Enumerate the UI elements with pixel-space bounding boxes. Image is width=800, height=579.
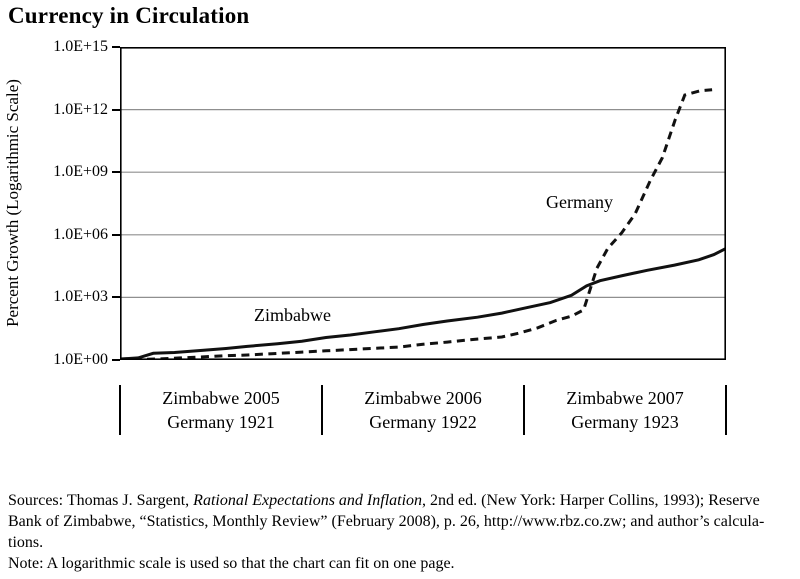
y-tick-label: 1.0E+00: [53, 351, 108, 368]
y-tick-mark: [112, 296, 120, 299]
series-line-germany: [120, 88, 713, 360]
y-tick-label: 1.0E+15: [53, 38, 108, 55]
book-title-italic: Rational Expectations and Inflation: [193, 492, 423, 509]
series-line-zimbabwe: [120, 247, 726, 360]
x-group-label: Zimbabwe 2007 Germany 1923: [524, 386, 726, 434]
series-label-germany: Germany: [546, 192, 613, 212]
x-axis-separator: [725, 385, 727, 435]
x-group-label-line2: Germany 1922: [369, 412, 477, 432]
y-tick-label: 1.0E+03: [53, 288, 108, 306]
y-tick-mark: [112, 359, 120, 361]
sources-text-prefix: Sources: Thomas J. Sargent,: [8, 492, 194, 509]
sources-line-3: tions.: [8, 534, 44, 551]
note-line: Note: A logarithmic scale is used so tha…: [8, 555, 455, 572]
sources-line-2: Bank of Zimbabwe, “Statistics, Monthly R…: [8, 513, 765, 530]
x-group-label-line2: Germany 1921: [167, 412, 275, 432]
sources-text-suffix: , 2nd ed. (New York: Harper Collins, 199…: [422, 492, 760, 509]
y-tick-label: 1.0E+12: [53, 100, 108, 118]
sources-line-1: Sources: Thomas J. Sargent, Rational Exp…: [8, 490, 764, 511]
plot-border: [120, 47, 726, 360]
y-tick-label: 1.0E+09: [53, 163, 108, 181]
x-group-label-line2: Germany 1923: [571, 412, 679, 432]
chart-canvas: [120, 47, 726, 360]
y-tick-mark: [112, 108, 120, 111]
x-group-label-line1: Zimbabwe 2007: [566, 388, 684, 408]
plot-area: [120, 47, 726, 360]
x-group-label-line1: Zimbabwe 2006: [364, 388, 482, 408]
x-group-label: Zimbabwe 2005 Germany 1921: [120, 386, 322, 434]
x-group-label-line1: Zimbabwe 2005: [162, 388, 280, 408]
series-label-zimbabwe: Zimbabwe: [254, 305, 331, 325]
x-axis-separator: [523, 385, 526, 435]
chart-title: Currency in Circulation: [8, 3, 250, 28]
x-axis-separator: [119, 385, 121, 435]
y-tick-mark: [112, 233, 120, 236]
x-axis-separator: [320, 385, 323, 435]
y-tick-label: 1.0E+06: [53, 225, 108, 243]
sources-note-block: Sources: Thomas J. Sargent, Rational Exp…: [8, 490, 764, 574]
y-tick-mark: [112, 46, 120, 48]
x-group-label: Zimbabwe 2006 Germany 1922: [322, 386, 524, 434]
y-tick-mark: [112, 171, 120, 174]
